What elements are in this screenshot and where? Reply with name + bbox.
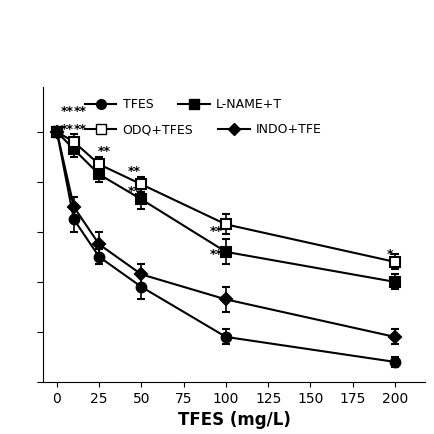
Text: **: **: [74, 105, 87, 118]
Text: **: **: [209, 225, 222, 238]
Legend: TFES, L-NAME+T: TFES, L-NAME+T: [80, 93, 287, 116]
Text: **: **: [128, 165, 141, 178]
Text: *: *: [387, 248, 393, 261]
Text: **: **: [209, 248, 222, 261]
Text: **: **: [61, 123, 73, 136]
Text: **: **: [98, 145, 111, 158]
Text: **: **: [61, 105, 73, 118]
Legend: ODQ+TFES, INDO+TFE: ODQ+TFES, INDO+TFE: [80, 118, 327, 141]
Text: **: **: [74, 123, 87, 136]
Text: **: **: [128, 185, 141, 198]
X-axis label: TFES (mg/L): TFES (mg/L): [178, 411, 291, 429]
